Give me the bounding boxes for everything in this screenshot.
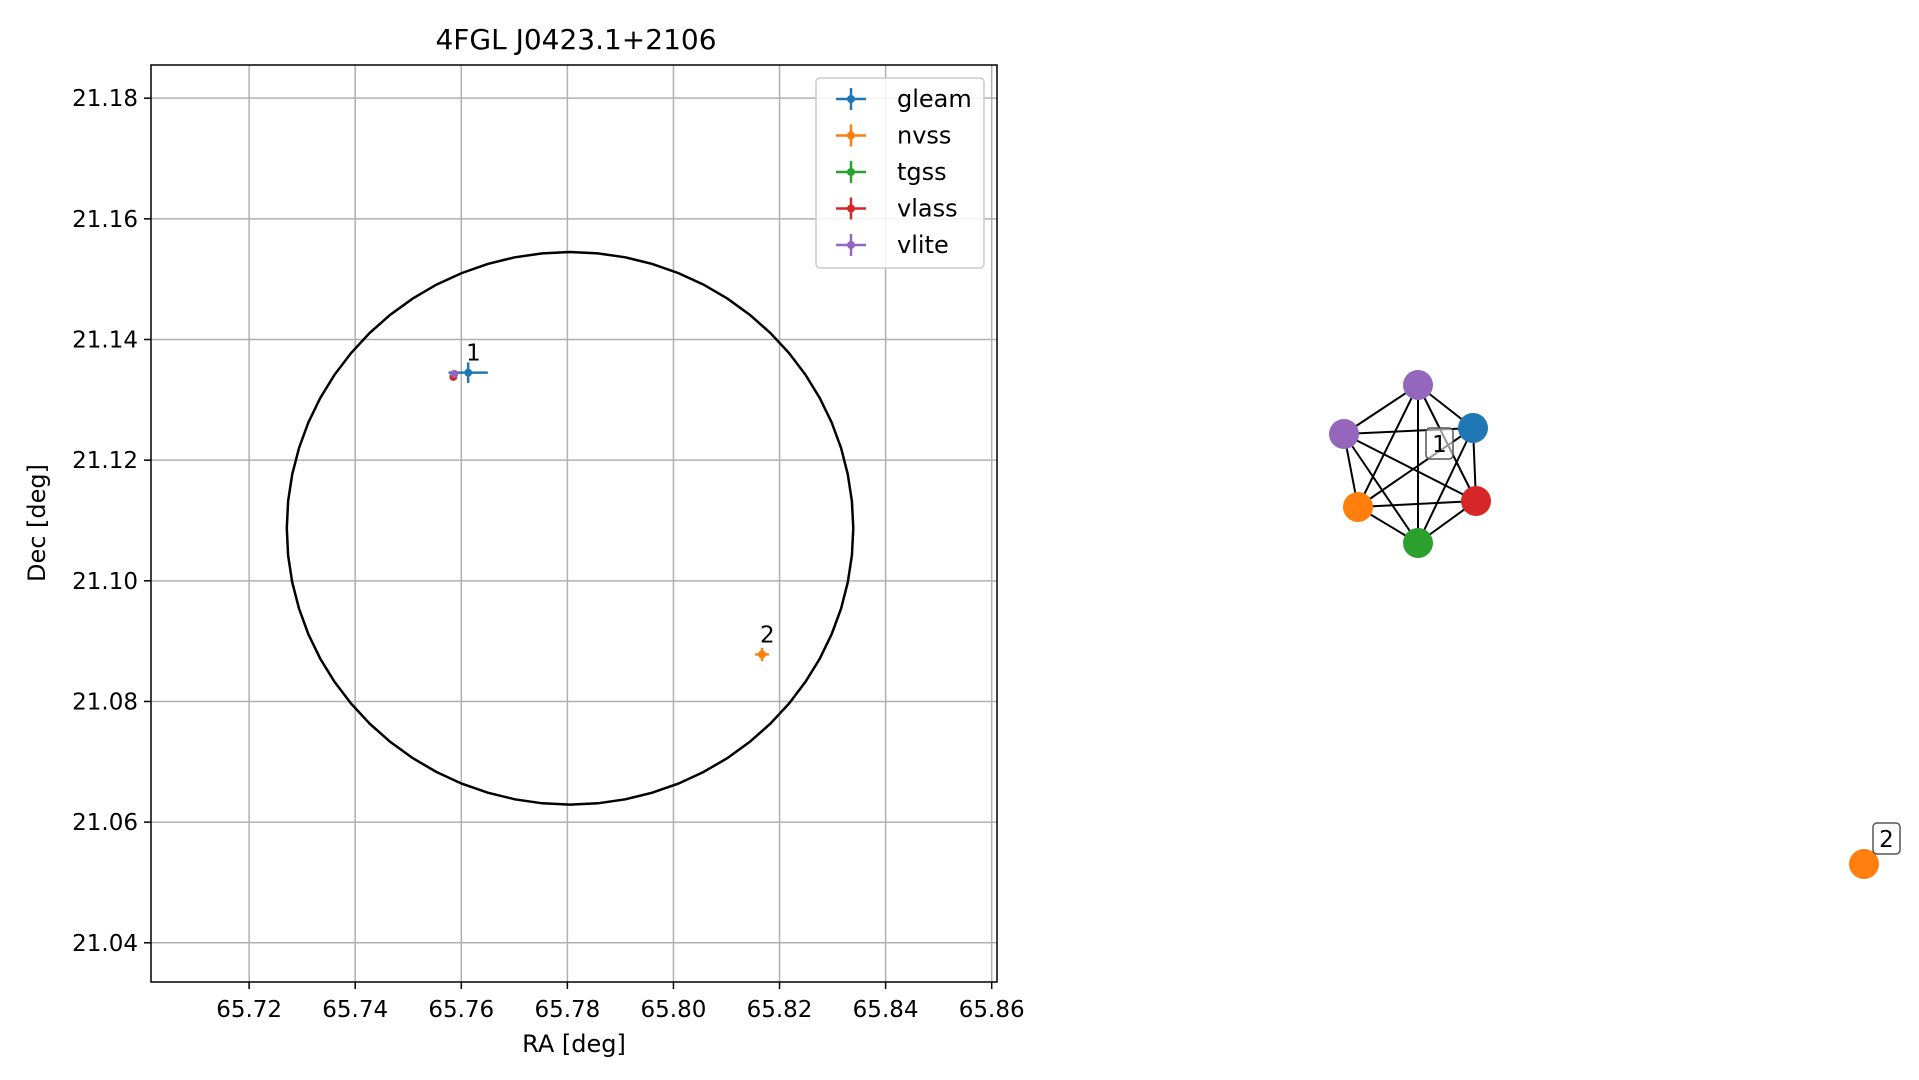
legend-box xyxy=(815,77,985,269)
vlite-marker xyxy=(450,369,459,378)
legend-label-vlass: vlass xyxy=(897,195,958,223)
group-label-2-box xyxy=(1872,822,1901,855)
scatter-chart: 4FGL J0423.1+2106 65.72 65.74 65.76 65.78 65… xyxy=(23,23,1025,1058)
legend-label-vlite: vlite xyxy=(897,231,949,259)
legend-marker-vlass xyxy=(847,204,855,213)
legend-item-vlite: vlite xyxy=(836,231,949,259)
legend-marker-vlite xyxy=(847,241,855,249)
gleam-marker xyxy=(464,368,473,377)
x-tick-label: 65.84 xyxy=(853,997,919,1023)
y-tick-label: 21.18 xyxy=(72,86,138,112)
y-axis-label: Dec [deg] xyxy=(23,464,51,582)
nvss-point xyxy=(755,647,769,662)
x-tick-label: 65.72 xyxy=(216,997,282,1023)
y-tick-label: 21.12 xyxy=(72,448,138,474)
legend-marker-tgss xyxy=(847,168,855,176)
chart-title: 4FGL J0423.1+2106 xyxy=(435,23,716,56)
network-node-vlass xyxy=(1461,486,1491,516)
legend-item-tgss: tgss xyxy=(836,158,947,186)
group-label-1: 1 xyxy=(1425,427,1454,460)
data-points xyxy=(448,362,769,662)
group-label-1-box xyxy=(1425,427,1454,460)
x-tick-label: 65.76 xyxy=(428,997,494,1023)
legend-item-nvss: nvss xyxy=(836,122,951,150)
network-node-vlite-top xyxy=(1403,370,1433,400)
legend-marker-nvss xyxy=(847,131,855,140)
network-edge xyxy=(1343,433,1477,502)
source-label-1: 1 xyxy=(466,341,481,367)
vlite-point xyxy=(450,369,459,378)
legend-item-vlass: vlass xyxy=(836,195,958,223)
network-edge xyxy=(1343,433,1419,544)
y-tick-label: 21.16 xyxy=(72,207,138,233)
legend-label-nvss: nvss xyxy=(897,122,951,150)
network-node-nvss xyxy=(1343,492,1373,522)
x-axis-ticks: 65.72 65.74 65.76 65.78 65.80 65.82 65.84 65.86 xyxy=(216,982,1025,1023)
network-nodes xyxy=(1329,370,1879,879)
x-tick-label: 65.78 xyxy=(534,997,600,1023)
legend: gleam nvss tgss vlass vlite xyxy=(815,77,985,269)
x-axis-label: RA [deg] xyxy=(522,1030,626,1058)
legend-item-gleam: gleam xyxy=(836,85,972,113)
error-circle xyxy=(285,250,855,806)
network-edge xyxy=(1357,384,1419,508)
y-tick-label: 21.14 xyxy=(72,327,138,353)
group-label-2-text: 2 xyxy=(1879,827,1894,853)
y-tick-label: 21.10 xyxy=(72,569,138,595)
x-tick-label: 65.86 xyxy=(959,997,1025,1023)
network-edge xyxy=(1357,427,1474,508)
x-tick-label: 65.74 xyxy=(322,997,388,1023)
group-label-2: 2 xyxy=(1872,822,1901,855)
legend-label-gleam: gleam xyxy=(897,85,972,113)
network-node-gleam xyxy=(1458,413,1488,443)
legend-items: gleam nvss tgss vlass vlite xyxy=(836,85,972,259)
group-label-1-text: 1 xyxy=(1432,432,1447,458)
y-tick-label: 21.08 xyxy=(72,689,138,715)
y-tick-label: 21.04 xyxy=(72,931,138,957)
network-edge xyxy=(1357,500,1477,508)
source-label-2: 2 xyxy=(760,622,775,648)
legend-marker-gleam xyxy=(847,95,855,103)
y-tick-label: 21.06 xyxy=(72,810,138,836)
network-node-vlite-left xyxy=(1329,419,1359,449)
x-tick-label: 65.82 xyxy=(747,997,813,1023)
plot-frame xyxy=(150,64,998,983)
network-node-tgss xyxy=(1403,528,1433,558)
legend-label-tgss: tgss xyxy=(897,158,947,186)
network-node-nvss-2 xyxy=(1849,849,1879,879)
y-axis-ticks: 21.04 21.06 21.08 21.10 21.12 21.14 21.16 21.18 xyxy=(72,86,151,957)
source-labels: 12 xyxy=(466,341,774,649)
network-graph: 1 2 xyxy=(1329,370,1901,879)
x-tick-label: 65.80 xyxy=(641,997,707,1023)
nvss-marker xyxy=(758,650,767,659)
